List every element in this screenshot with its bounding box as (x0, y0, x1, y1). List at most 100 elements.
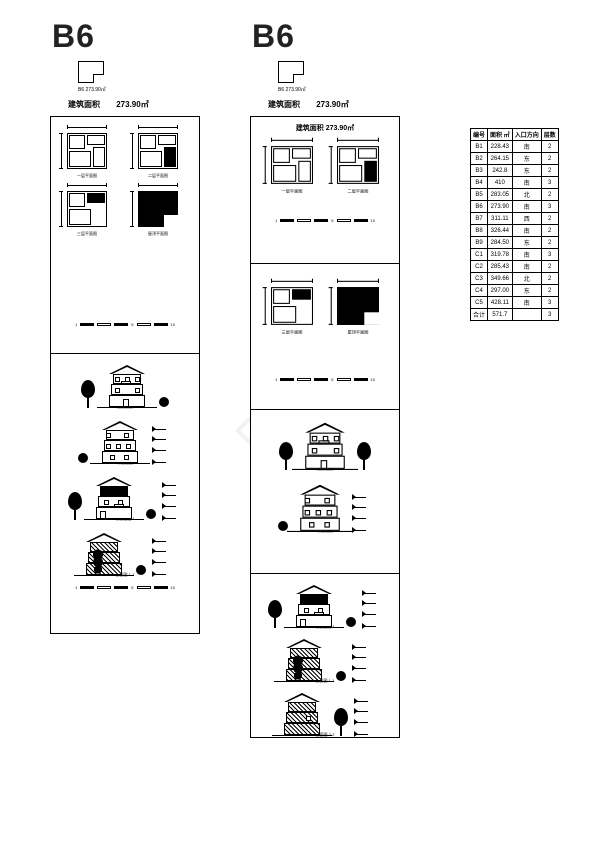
plan-1f: 一层平面图 (57, 125, 117, 177)
table-cell-id: 合计 (471, 309, 488, 321)
key-plan-sub-right: B6 273.90㎡ (278, 86, 306, 93)
table-cell-area: 228.43 (488, 141, 513, 153)
plan-1f-caption: 一层平面图 (261, 188, 324, 194)
table-cell-dir: 东 (512, 165, 541, 177)
scale-b: 5 (131, 585, 133, 590)
area-label: 建筑面积 (68, 100, 100, 109)
inner-area-label: 建筑面积 273.90㎡ (251, 117, 399, 133)
table-cell-dir: 东 (512, 237, 541, 249)
table-cell-fl: 2 (541, 285, 558, 297)
table-cell-fl: 2 (541, 153, 558, 165)
table-cell-area: 284.50 (488, 237, 513, 249)
table-cell-area: 571.7 (488, 309, 513, 321)
table-cell-fl: 3 (541, 201, 558, 213)
table-cell-dir: 南 (512, 261, 541, 273)
table-cell-id: B4 (471, 177, 488, 189)
bush-icon (146, 509, 156, 519)
tree-icon (279, 442, 293, 470)
level-marks (152, 418, 172, 464)
table-cell-id: C3 (471, 273, 488, 285)
plan-3f-caption: 三层平面图 (57, 231, 117, 237)
table-header-row: 编号 面积 ㎡ 入口方向 层数 (471, 129, 559, 141)
table-cell-area: 242.8 (488, 165, 513, 177)
column-left: B6 B6 273.90㎡ 建筑面积 273.90㎡ 一层平面图 二层平面图 (50, 18, 200, 634)
tree-icon (268, 600, 282, 628)
table-cell-dir: 南 (512, 177, 541, 189)
table-row: C5428.11南3 (471, 297, 559, 309)
bush-icon (78, 453, 88, 463)
section-1 (278, 636, 330, 682)
area-line-left: 建筑面积 273.90㎡ (68, 99, 149, 110)
table-cell-fl: 2 (541, 225, 558, 237)
table-row: B2264.15东2 (471, 153, 559, 165)
unit-code-left: B6 (52, 18, 95, 55)
table-cell-id: B9 (471, 237, 488, 249)
table-cell-fl: 3 (541, 309, 558, 321)
table-cell-dir: 南 (512, 297, 541, 309)
elevation-front (296, 419, 353, 470)
table-cell-fl: 2 (541, 165, 558, 177)
table-cell-id: C5 (471, 297, 488, 309)
table-cell-id: B2 (471, 153, 488, 165)
unit-code-right: B6 (252, 18, 295, 55)
scale-b: 5 (331, 377, 333, 382)
plan-roof: 屋顶平面图 (128, 183, 188, 235)
table-row: B9284.50东2 (471, 237, 559, 249)
plan-roof: 屋顶平面图 (327, 279, 390, 334)
table-row: 合计571.7 3 (471, 309, 559, 321)
table-cell-dir: 南 (512, 249, 541, 261)
plan-2f-caption: 二层平面图 (327, 188, 390, 194)
table-cell-id: B8 (471, 225, 488, 237)
table-cell-dir: 东 (512, 153, 541, 165)
scale-c: 10 (171, 585, 175, 590)
scale-bar-elev-left: 1 5 10 (51, 582, 199, 596)
section-2 (276, 690, 328, 736)
plan-2f-caption: 二层平面图 (128, 173, 188, 179)
plan-3f: 三层平面图 (57, 183, 117, 235)
table-cell-area: 273.90 (488, 201, 513, 213)
col-fl: 层数 (541, 129, 558, 141)
table-row: B6273.90南3 (471, 201, 559, 213)
key-plan-icon (278, 61, 304, 83)
column-right: B6 B6 273.90㎡ 建筑面积 273.90㎡ 建筑面积 273.90㎡ … (250, 18, 400, 738)
level-marks (162, 474, 182, 520)
table-row: C1319.78南3 (471, 249, 559, 261)
sheet-elev-left: 正立面图 背立面图 (50, 354, 200, 634)
scale-c: 10 (371, 218, 375, 223)
table-cell-area: 264.15 (488, 153, 513, 165)
table-row: B5283.05北2 (471, 189, 559, 201)
bush-icon (159, 397, 169, 407)
level-marks (362, 582, 382, 628)
key-plan-icon (78, 61, 104, 83)
table-cell-dir: 西 (512, 213, 541, 225)
table-cell-fl: 2 (541, 261, 558, 273)
tree-icon (334, 708, 348, 736)
col-area: 面积 ㎡ (488, 129, 513, 141)
table-cell-area: 283.05 (488, 189, 513, 201)
plan-2f: 二层平面图 (327, 138, 390, 193)
table-cell-fl: 3 (541, 177, 558, 189)
table-cell-id: B1 (471, 141, 488, 153)
tree-icon (68, 492, 82, 520)
col-dir: 入口方向 (512, 129, 541, 141)
scale-bar-plans-left: 1 5 10 (51, 319, 199, 333)
tree-icon (81, 380, 95, 408)
table-cell-fl: 2 (541, 237, 558, 249)
area-value: 273.90㎡ (316, 100, 348, 109)
table-cell-area: 285.43 (488, 261, 513, 273)
table-row: B7311.11西2 (471, 213, 559, 225)
elevation-front (101, 362, 153, 408)
area-line-right: 建筑面积 273.90㎡ (268, 99, 349, 110)
scale-c: 10 (371, 377, 375, 382)
table-row: B3242.8东2 (471, 165, 559, 177)
level-marks (352, 486, 372, 532)
scale-a: 1 (275, 377, 277, 382)
table-cell-fl: 3 (541, 297, 558, 309)
scale-a: 1 (275, 218, 277, 223)
table-cell-id: C2 (471, 261, 488, 273)
summary-table: 编号 面积 ㎡ 入口方向 层数 B1228.43南2B2264.15东2B324… (470, 128, 559, 321)
section-1 (78, 530, 130, 576)
sheet-plans1-right: 建筑面积 273.90㎡ 一层平面图 二层平面图 1 5 10 (250, 116, 400, 264)
table-cell-area: 319.78 (488, 249, 513, 261)
scale-bar: 1 5 10 (251, 374, 399, 388)
